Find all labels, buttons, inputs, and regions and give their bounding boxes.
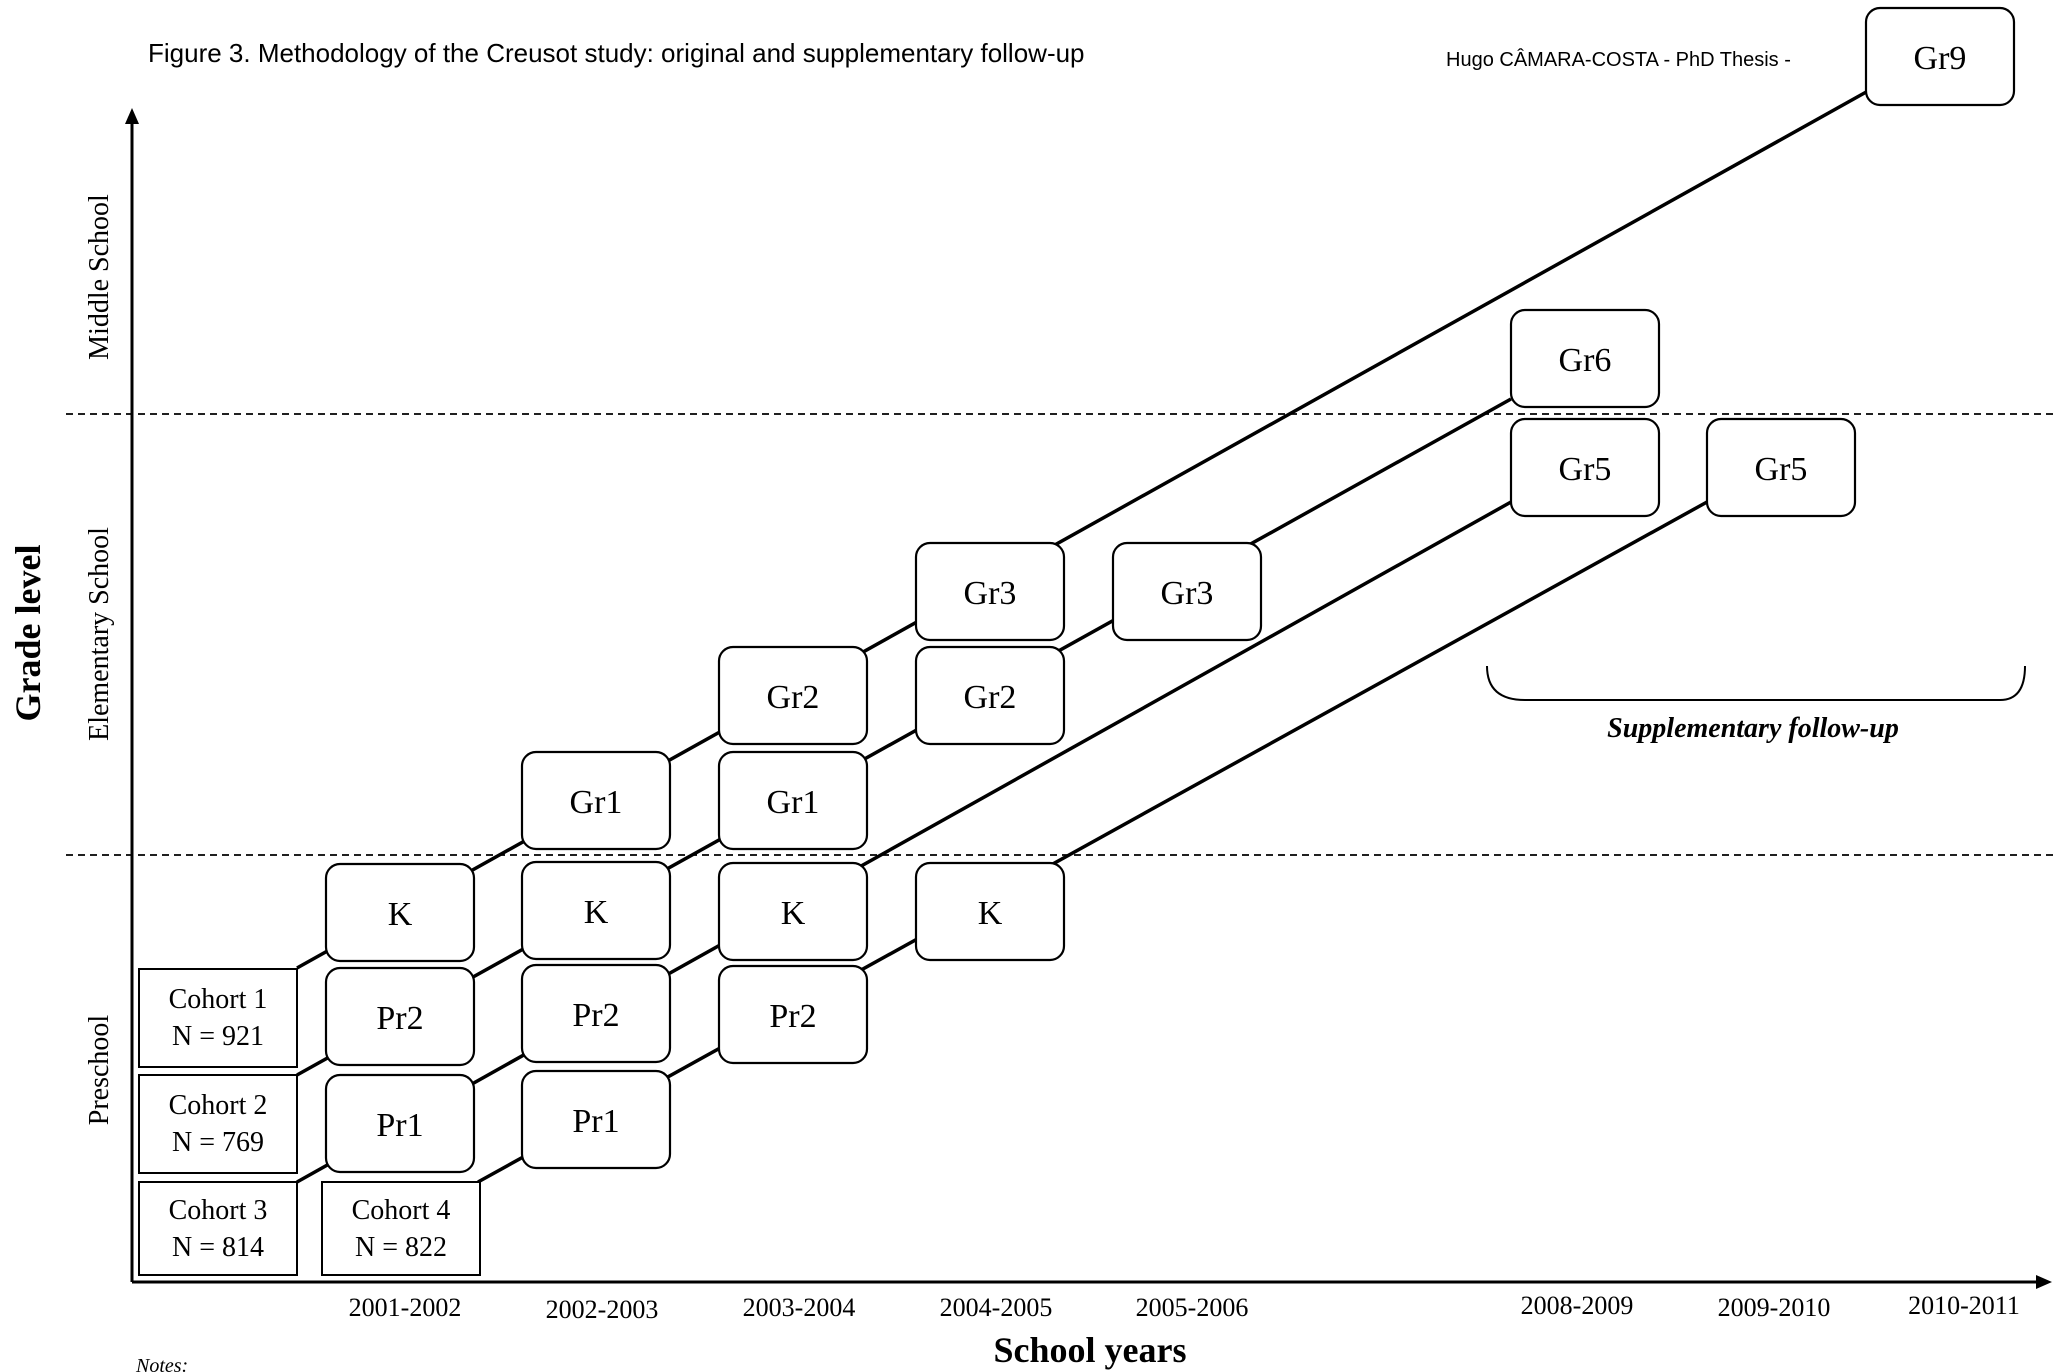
y-axis-title: Grade level (8, 545, 48, 722)
grade-box-pr1 (520, 1069, 672, 1170)
grade-label-gr6: Gr6 (1559, 342, 1612, 379)
grade-label-gr2: Gr2 (767, 679, 820, 716)
grade-label-gr5: Gr5 (1755, 451, 1808, 488)
grade-box-gr5 (1509, 417, 1661, 518)
zone-label-elementary-school: Elementary School (84, 527, 115, 741)
cohort-size: N = 814 (172, 1232, 264, 1263)
cohort-box-4: Cohort 4 N = 822 (321, 1181, 481, 1276)
year-label: 2010-2011 (1908, 1291, 2020, 1320)
year-label: 2009-2010 (1718, 1293, 1831, 1322)
cohort-label: Cohort 4 (352, 1195, 451, 1226)
grade-box-gr3 (914, 541, 1066, 642)
grade-box-gr2 (914, 645, 1066, 746)
grade-label-gr3: Gr3 (964, 575, 1017, 612)
grade-label-gr3: Gr3 (1161, 575, 1214, 612)
cohort-box-2: Cohort 2 N = 769 (138, 1074, 298, 1174)
grade-box-gr1 (717, 750, 869, 851)
notes-label: Notes: (135, 1355, 188, 1372)
grade-box-gr1 (520, 750, 672, 851)
figure-caption: Figure 3. Methodology of the Creusot stu… (148, 38, 1085, 68)
year-label: 2002-2003 (546, 1295, 659, 1324)
grade-label-gr1: Gr1 (570, 784, 623, 821)
x-axis-arrowhead (2036, 1275, 2052, 1289)
grade-label-gr5: Gr5 (1559, 451, 1612, 488)
grade-box-gr9 (1864, 6, 2016, 107)
year-label: 2005-2006 (1136, 1293, 1249, 1322)
grade-box-k (914, 861, 1066, 962)
cohort-3-progression-line (296, 500, 1512, 1184)
grade-label-pr2: Pr2 (572, 997, 619, 1034)
cohort-label: Cohort 3 (169, 1195, 268, 1226)
cohort-label: Cohort 1 (169, 984, 268, 1015)
cohort-size: N = 769 (172, 1127, 264, 1158)
grade-box-pr1 (324, 1073, 476, 1174)
year-label: 2008-2009 (1521, 1291, 1634, 1320)
grade-box-pr2 (717, 964, 869, 1065)
x-axis-title: School years (994, 1330, 1187, 1370)
grade-label-pr2: Pr2 (376, 1000, 423, 1037)
grade-box-gr3 (1111, 541, 1263, 642)
grade-label-k: K (978, 895, 1003, 932)
zone-label-preschool: Preschool (84, 1015, 115, 1126)
grade-label-pr1: Pr1 (572, 1103, 619, 1140)
cohort-size: N = 822 (355, 1232, 447, 1263)
cohort-4-progression-line (477, 500, 1708, 1184)
thesis-author: Hugo CÂMARA-COSTA - PhD Thesis - (1446, 48, 1791, 71)
grade-label-gr1: Gr1 (767, 784, 820, 821)
year-label: 2001-2002 (349, 1293, 462, 1322)
y-axis-arrowhead (125, 108, 139, 124)
grade-label-gr9: Gr9 (1914, 40, 1967, 77)
grade-box-gr5 (1705, 417, 1857, 518)
grade-box-gr2 (717, 645, 869, 746)
grade-box-k (717, 861, 869, 962)
grade-box-gr6 (1509, 308, 1661, 409)
grade-box-pr2 (324, 966, 476, 1067)
zone-label-middle-school: Middle School (84, 194, 115, 360)
grade-label-k: K (781, 895, 806, 932)
cohort-size: N = 921 (172, 1021, 264, 1052)
grade-box-pr2 (520, 963, 672, 1064)
grade-label-k: K (388, 896, 413, 933)
grade-box-k (324, 862, 476, 963)
grade-label-pr1: Pr1 (376, 1107, 423, 1144)
grade-label-k: K (584, 894, 609, 931)
cohort-2-progression-line (296, 397, 1512, 1077)
cohort-box-3: Cohort 3 N = 814 (138, 1181, 298, 1276)
supplementary-brace (1486, 665, 2026, 701)
grade-label-pr2: Pr2 (769, 998, 816, 1035)
year-label: 2004-2005 (940, 1293, 1053, 1322)
year-label: 2003-2004 (743, 1293, 856, 1322)
supplementary-follow-up-label: Supplementary follow-up (1607, 713, 1899, 744)
cohort-label: Cohort 2 (169, 1090, 268, 1121)
grade-label-gr2: Gr2 (964, 679, 1017, 716)
cohort-box-1: Cohort 1 N = 921 (138, 968, 298, 1068)
grade-box-k (520, 860, 672, 961)
